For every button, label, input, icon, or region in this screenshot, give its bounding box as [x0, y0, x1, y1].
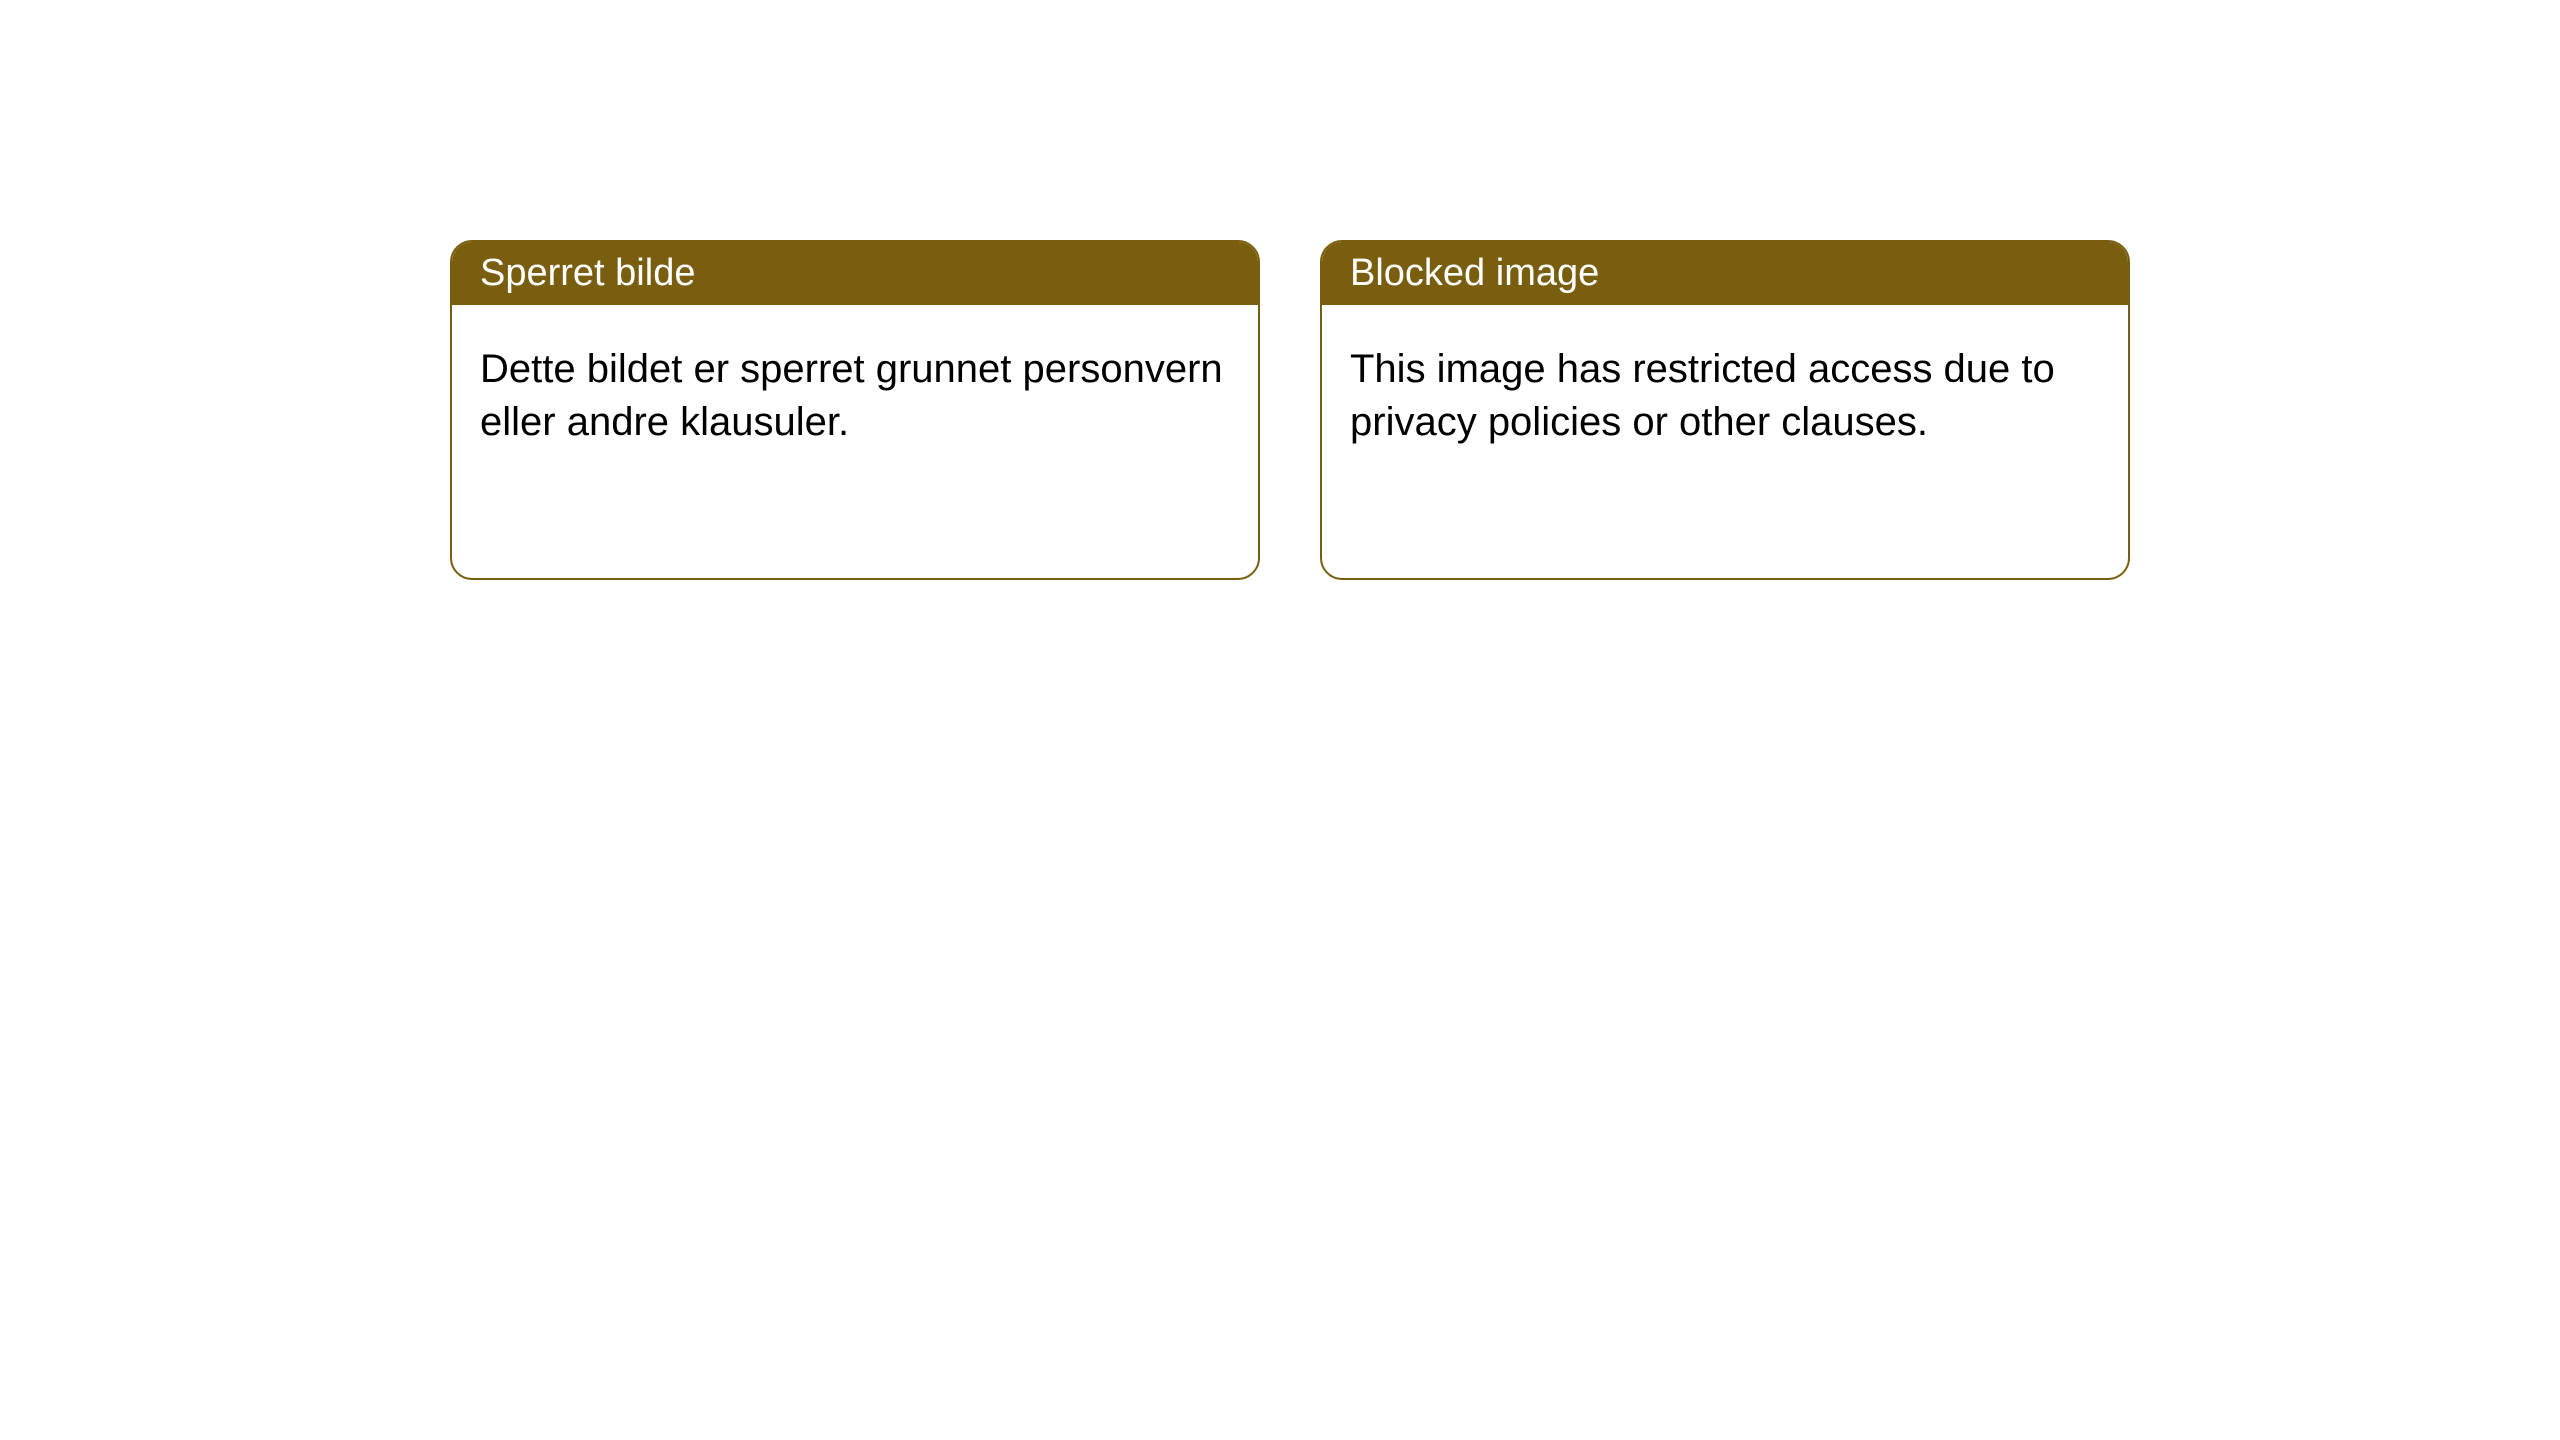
- notice-body-no: Dette bildet er sperret grunnet personve…: [452, 305, 1258, 487]
- notice-header-no: Sperret bilde: [452, 242, 1258, 305]
- notice-card-en: Blocked image This image has restricted …: [1320, 240, 2130, 580]
- notice-header-en: Blocked image: [1322, 242, 2128, 305]
- notice-title: Blocked image: [1350, 252, 1599, 294]
- notice-container: Sperret bilde Dette bildet er sperret gr…: [0, 0, 2560, 580]
- notice-body-text: This image has restricted access due to …: [1350, 347, 2055, 444]
- notice-body-text: Dette bildet er sperret grunnet personve…: [480, 347, 1223, 444]
- notice-card-no: Sperret bilde Dette bildet er sperret gr…: [450, 240, 1260, 580]
- notice-title: Sperret bilde: [480, 252, 695, 294]
- notice-body-en: This image has restricted access due to …: [1322, 305, 2128, 487]
